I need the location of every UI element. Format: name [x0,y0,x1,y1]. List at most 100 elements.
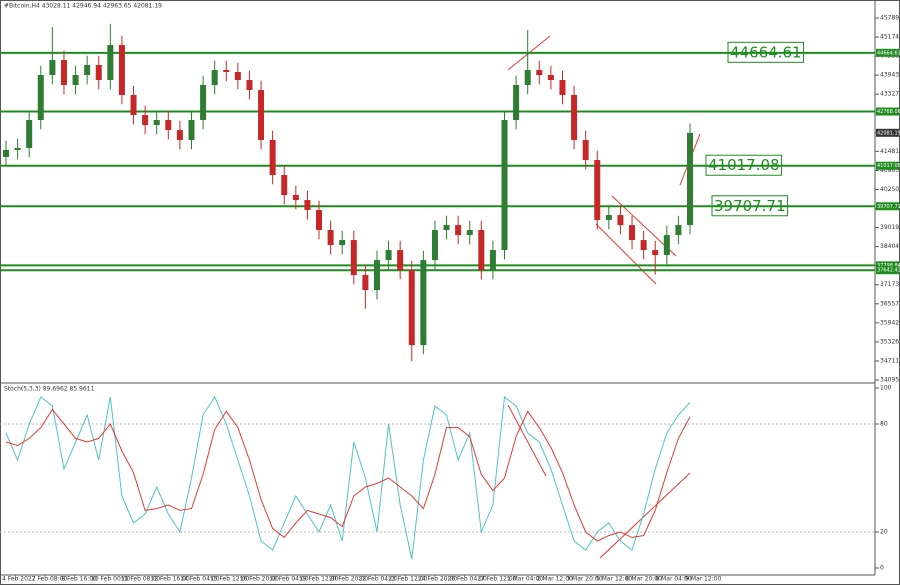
x-tick-label: 14 Feb 04:00 [180,576,220,583]
candle-body [188,120,195,141]
candle-body [501,120,508,251]
y-tick-label: 38404.10 [880,243,900,250]
candle-body [26,120,33,149]
x-tick-label: 5 Mar 12:00 [596,576,632,583]
candle-body [408,270,415,346]
x-tick-label: 20 Feb 20:00 [329,576,369,583]
candle-body [466,230,473,236]
candle-body [49,60,56,76]
level-label: 41017.08 [708,156,780,174]
y-tick-label: 39019.55 [880,224,900,231]
candle-body [431,230,438,261]
candle-body [675,225,682,236]
level-axis-label: 44664.61 [877,50,900,56]
y-tick-label: 45789.50 [880,15,900,22]
x-tick-label: 18 Feb 04:00 [269,576,309,583]
x-tick-label: 8 Mar 04:00 [655,576,691,583]
candle-body [269,140,276,176]
stoch-tick-label: 100 [880,385,892,392]
x-tick-label: 4 Feb 2022 [2,576,36,583]
candle-body [455,225,462,236]
x-tick-label: 12 Feb 16:00 [151,576,191,583]
candle-body [14,148,21,151]
candle-body [60,60,67,86]
candle-body [130,95,137,116]
x-tick-label: 24 Feb 20:00 [418,576,458,583]
y-tick-label: 37173.20 [880,281,900,288]
level-axis-label: 37798.84 [877,263,900,269]
candle-body [292,195,299,201]
candle-body [142,115,149,126]
x-tick-label: 2 Mar 12:00 [537,576,573,583]
level-label-box [727,41,805,63]
x-tick-label: 26 Feb 04:00 [448,576,488,583]
y-tick-label: 40250.45 [880,186,900,193]
candle-body [3,150,9,157]
candle-body [652,250,659,256]
candle-body [316,210,323,231]
candle-body [362,275,369,291]
candle-body [489,250,496,271]
candle-body [582,140,589,161]
chart-title: #Bitcoin,H4 43028.11 42946.94 42963.65 4… [4,3,162,10]
y-tick-label: 34095.95 [880,376,900,383]
candle-body [536,70,543,76]
candle-body [397,250,404,271]
level-label-box [711,195,789,217]
candle-body [72,75,79,86]
candle-body [524,70,531,86]
y-tick-label: 35942.30 [880,319,900,326]
candle-body [339,240,346,246]
last-price-label: 42081.19 [877,130,900,136]
stoch-tick-label: 20 [880,529,888,536]
candle-body [118,45,125,96]
x-tick-label: 23 Feb 12:00 [388,576,428,583]
candle-body [385,250,392,261]
level-axis-box [876,161,899,170]
candle-body [350,240,357,276]
candle-body [281,175,288,196]
x-tick-label: 6 Mar 20:00 [626,576,662,583]
y-tick-label: 34711.40 [880,357,900,364]
candle-body [211,70,218,86]
x-tick-label: 9 Mar 12:00 [685,576,721,583]
candle-body [37,75,44,121]
candle-body [478,230,485,271]
last-price-box [876,128,899,137]
x-tick-label: 16 Feb 20:00 [240,576,280,583]
level-axis-label: 41017.08 [877,163,900,169]
x-tick-label: 3 Mar 20:00 [566,576,602,583]
trend-line [595,223,657,285]
candle-body [443,225,450,231]
x-tick-label: 7 Feb 08:00 [32,576,68,583]
level-axis-box [876,266,899,275]
y-tick-label: 43943.15 [880,72,900,79]
trend-line [507,404,547,477]
candle-body [547,75,554,81]
candle-body [605,215,612,221]
level-label: 44664.61 [730,43,802,61]
candle-body [663,235,670,256]
x-tick-label: 11 Feb 08:00 [121,576,161,583]
y-tick-label: 41481.35 [880,148,900,155]
level-label-box [705,154,783,176]
candle-body [258,90,265,141]
y-tick-label: 35326.85 [880,338,900,345]
x-tick-label: 19 Feb 12:00 [299,576,339,583]
x-tick-label: 22 Feb 04:00 [358,576,398,583]
level-axis-label: 42768.06 [877,109,900,115]
stoch-line [5,395,691,560]
candle-body [176,130,183,141]
stoch-tick-label: 80 [880,421,888,428]
x-tick-label: 1 Mar 04:00 [507,576,543,583]
candle-body [559,80,566,96]
candle-body [234,72,241,81]
candle-body [640,240,647,251]
candle-body [629,225,636,241]
candle-body [84,65,91,76]
y-tick-label: 45174.05 [880,34,900,41]
candle-body [571,95,578,141]
candle-body [223,70,230,73]
